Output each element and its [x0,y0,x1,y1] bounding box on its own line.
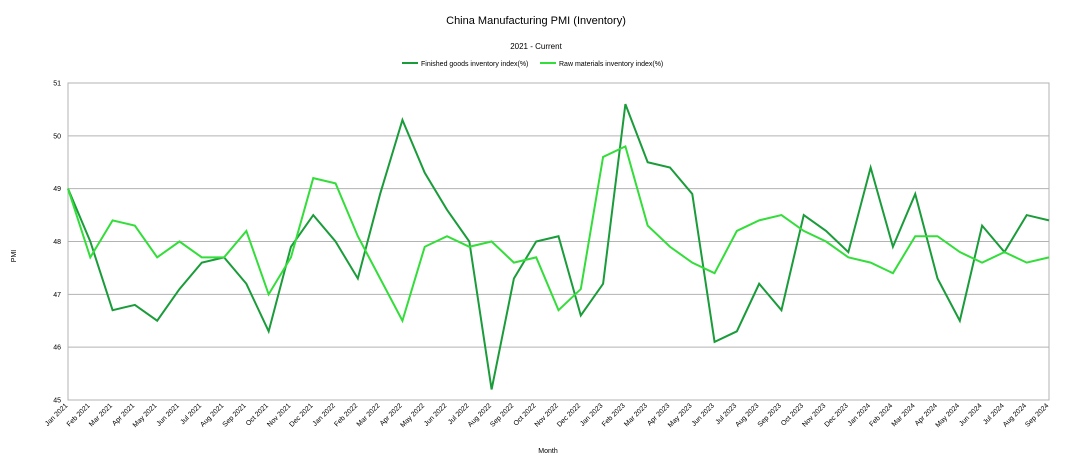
chart-title: China Manufacturing PMI (Inventory) [446,15,626,27]
x-tick-label: Dec 2023 [824,402,850,428]
x-tick-label: Jun 2022 [423,402,448,427]
x-tick-label: Sep 2023 [757,402,783,428]
gridlines [68,82,1049,401]
y-tick-label: 50 [53,133,61,140]
x-tick-label: Sep 2022 [489,402,515,428]
x-tick-label: Sep 2021 [222,402,248,428]
x-tick-label: May 2021 [132,402,159,429]
x-tick-label: Jun 2024 [958,402,983,427]
x-tick-label: Sep 2024 [1024,402,1050,428]
legend: Finished goods inventory index(%) Raw ma… [402,61,663,68]
x-tick-label: Jun 2023 [691,402,716,427]
y-tick-label: 46 [53,345,61,352]
x-tick-label: Mar 2021 [88,402,114,428]
y-tick-label: 51 [53,81,61,88]
y-tick-label: 49 [53,186,61,193]
y-axis-ticks: 45 46 47 48 49 50 51 [53,81,61,405]
series-line-finished-goods [67,103,1050,390]
y-tick-label: 45 [53,398,61,405]
x-tick-label: May 2022 [399,402,426,429]
x-tick-label: Mar 2023 [623,402,649,428]
plot-frame [67,82,1050,401]
y-tick-label: 48 [53,239,61,246]
y-tick-label: 47 [53,292,61,299]
series-line-raw-materials [67,144,1050,324]
chart-subtitle: 2021 - Current [510,42,562,51]
x-tick-label: Mar 2022 [356,402,382,428]
y-axis-label: PMI [11,250,18,263]
x-tick-label: May 2023 [667,402,694,429]
x-tick-label: Jun 2021 [156,402,181,427]
legend-label-raw-materials: Raw materials inventory index(%) [559,61,663,68]
x-tick-label: Mar 2024 [891,402,917,428]
x-tick-label: May 2024 [935,402,962,429]
x-axis-label: Month [538,448,558,455]
series-lines [67,103,1050,390]
legend-label-finished-goods: Finished goods inventory index(%) [421,61,528,68]
x-tick-label: Dec 2021 [289,402,315,428]
x-tick-label: Dec 2022 [556,402,582,428]
